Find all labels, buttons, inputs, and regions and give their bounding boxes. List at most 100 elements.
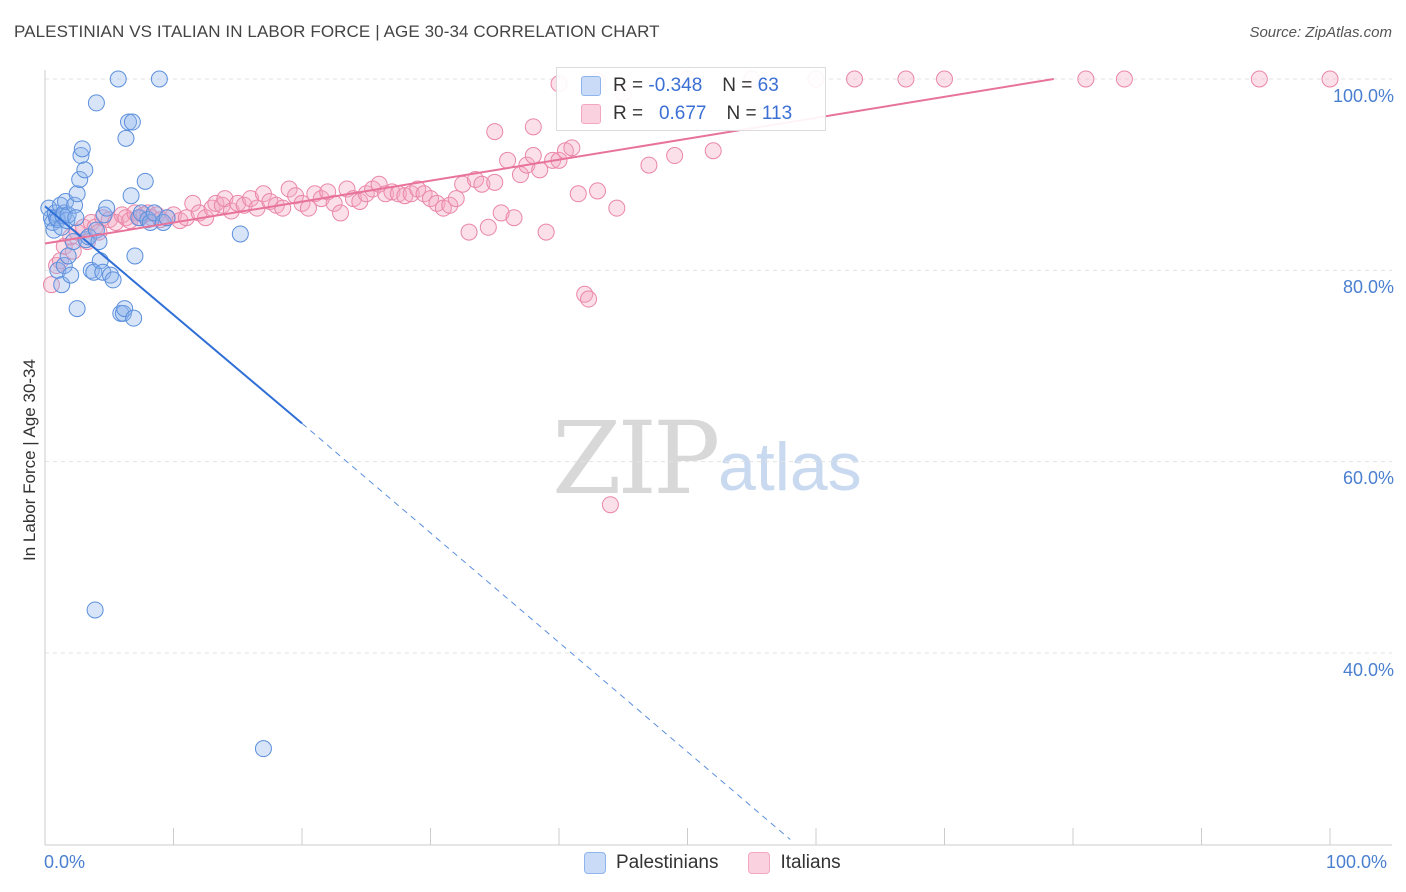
point-palestinians	[125, 309, 143, 327]
point-italians	[486, 173, 504, 191]
legend-r-value: -0.348	[648, 75, 703, 96]
legend-n-value: 63	[757, 75, 779, 96]
point-italians	[64, 242, 82, 260]
point-palestinians	[71, 170, 89, 188]
trend-italians	[44, 78, 1054, 245]
point-italians	[55, 237, 73, 255]
point-italians	[1115, 70, 1133, 88]
point-italians	[184, 194, 202, 212]
point-palestinians	[95, 206, 113, 224]
point-italians	[704, 142, 722, 160]
source-label: Source: ZipAtlas.com	[1249, 24, 1392, 41]
point-italians	[332, 204, 350, 222]
x-tick-100: 100.0%	[1326, 852, 1388, 872]
watermark-atlas: atlas	[718, 429, 862, 505]
point-palestinians	[150, 70, 168, 88]
legend-row-palestinians: R = -0.348 N = 63	[557, 72, 779, 100]
stats-legend: R = -0.348 N = 63 R = 0.677 N = 113	[556, 67, 826, 131]
point-italians	[486, 123, 504, 141]
series-label-italians: Italians	[780, 852, 841, 873]
y-tick-40: 40.0%	[1342, 660, 1394, 680]
point-palestinians	[231, 225, 249, 243]
series-legend-italians[interactable]: Italians	[748, 852, 841, 874]
y-axis-label: In Labor Force | Age 30-34	[20, 359, 39, 561]
series-label-palestinians: Palestinians	[616, 852, 719, 873]
trend-lines	[44, 78, 1054, 840]
point-palestinians	[86, 601, 104, 619]
point-palestinians	[76, 161, 94, 179]
point-italians	[242, 190, 260, 208]
point-italians	[563, 139, 581, 157]
point-palestinians	[68, 185, 86, 203]
point-italians	[589, 182, 607, 200]
point-italians	[608, 199, 626, 217]
y-tick-80: 80.0%	[1342, 277, 1394, 297]
point-italians	[666, 147, 684, 165]
legend-r-label: R =	[613, 103, 644, 124]
point-palestinians	[62, 266, 80, 284]
point-palestinians	[116, 300, 134, 318]
point-palestinians	[109, 70, 127, 88]
data-points	[40, 70, 1339, 758]
axes	[44, 70, 1392, 846]
point-italians	[1077, 70, 1095, 88]
point-italians	[569, 185, 587, 203]
point-palestinians	[136, 172, 154, 190]
point-italians	[280, 180, 298, 198]
point-italians	[207, 194, 225, 212]
point-palestinians	[117, 129, 135, 147]
point-palestinians	[98, 199, 116, 217]
legend-swatch-blue	[581, 76, 601, 96]
point-palestinians	[90, 233, 108, 251]
point-palestinians	[59, 247, 77, 265]
series-legend: Palestinians Italians	[584, 852, 871, 874]
point-italians	[537, 223, 555, 241]
series-swatch-blue	[584, 852, 606, 874]
legend-n-value: 113	[761, 103, 793, 124]
point-italians	[377, 185, 395, 203]
point-italians	[479, 218, 497, 236]
legend-row-italians: R = 0.677 N = 113	[557, 100, 792, 128]
point-palestinians	[55, 257, 73, 275]
point-italians	[505, 209, 523, 227]
point-italians	[235, 196, 253, 214]
gridlines	[45, 78, 1392, 654]
legend-n-label: N =	[722, 75, 753, 96]
point-palestinians	[87, 94, 105, 112]
point-italians	[1250, 70, 1268, 88]
point-palestinians	[123, 113, 141, 131]
point-italians	[499, 151, 517, 169]
series-legend-palestinians[interactable]: Palestinians	[584, 852, 718, 874]
point-italians	[580, 290, 598, 308]
legend-r-label: R =	[613, 75, 644, 96]
point-palestinians	[126, 247, 144, 265]
point-italians	[325, 194, 343, 212]
point-italians	[897, 70, 915, 88]
chart-title: PALESTINIAN VS ITALIAN IN LABOR FORCE | …	[14, 22, 660, 41]
legend-swatch-pink	[581, 104, 601, 124]
trend-palestinians-extrapolated	[301, 423, 791, 840]
point-italians	[1321, 70, 1339, 88]
point-palestinians	[67, 209, 85, 227]
y-tick-60: 60.0%	[1342, 468, 1394, 488]
point-italians	[640, 156, 658, 174]
legend-n-label: N =	[726, 103, 757, 124]
point-palestinians	[73, 140, 91, 158]
point-palestinians	[72, 147, 90, 165]
y-tick-100: 100.0%	[1332, 86, 1394, 106]
legend-r-value: 0.677	[658, 103, 707, 124]
point-palestinians	[120, 113, 138, 131]
point-palestinians	[145, 204, 163, 222]
point-palestinians	[254, 740, 272, 758]
point-italians	[601, 496, 619, 514]
point-palestinians	[158, 209, 176, 227]
point-italians	[441, 196, 459, 214]
point-italians	[936, 70, 953, 88]
point-italians	[42, 276, 60, 294]
point-palestinians	[132, 204, 150, 222]
point-italians	[492, 204, 510, 222]
point-italians	[473, 175, 491, 193]
point-palestinians	[122, 187, 140, 205]
point-palestinians	[102, 266, 120, 284]
